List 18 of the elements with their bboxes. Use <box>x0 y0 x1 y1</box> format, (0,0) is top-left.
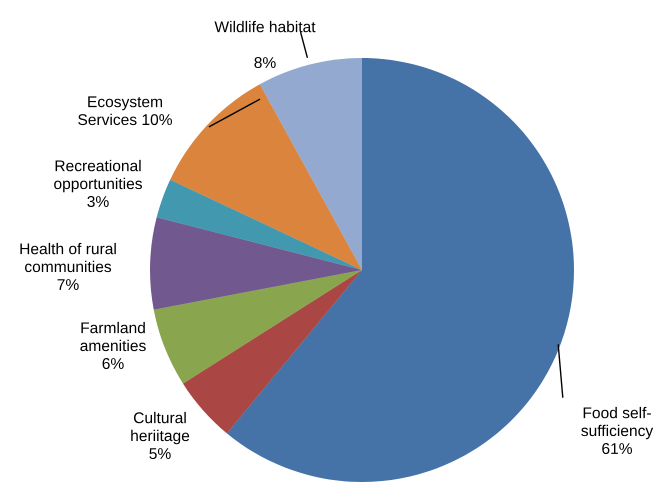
slice-label: Farmland amenities <box>80 322 146 352</box>
data-label: 5% <box>149 448 171 460</box>
data-label: 8% <box>254 57 276 68</box>
data-label: 61% <box>602 443 632 454</box>
pie-slice <box>156 180 362 270</box>
data-label: 3% <box>87 196 109 208</box>
slice-label: Health of rural communities <box>20 242 116 272</box>
data-label: 6% <box>102 358 124 370</box>
slice-label: Cultural heriitage <box>131 412 190 444</box>
slice-label: Wildlife habitat <box>214 20 316 32</box>
pie-slice <box>150 217 362 310</box>
pie-slice <box>154 270 362 384</box>
slice-label: Food self- sufficiency <box>581 406 654 440</box>
slice-label: Ecosystem Services 10% <box>78 96 172 126</box>
slice-label: Recreational opportunities <box>54 160 142 192</box>
data-label: 7% <box>58 279 79 290</box>
pie-slice <box>226 58 574 482</box>
pie-slice <box>170 84 362 270</box>
